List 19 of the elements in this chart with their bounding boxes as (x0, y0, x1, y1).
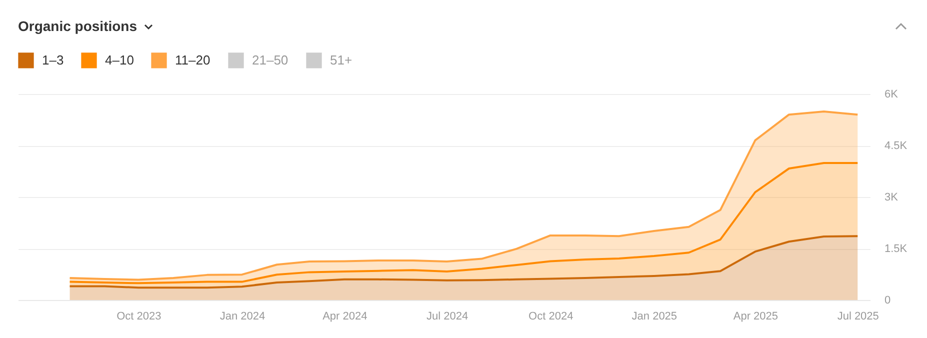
x-tick-label: Oct 2024 (528, 310, 574, 322)
y-tick-label: 6K (884, 88, 899, 100)
y-tick-label: 1.5K (884, 243, 908, 255)
chart-title: Organic positions (18, 18, 138, 34)
legend-label: 11–20 (175, 52, 210, 68)
y-tick-label: 3K (884, 192, 899, 204)
x-tick-label: Jan 2025 (632, 310, 678, 322)
legend-label: 21–50 (252, 52, 288, 68)
x-tick-label: Oct 2023 (116, 310, 162, 322)
x-tick-label: Jan 2024 (220, 310, 266, 322)
x-tick-label: Apr 2024 (322, 310, 368, 322)
x-tick-label: Jul 2025 (837, 310, 879, 322)
legend-label: 4–10 (105, 52, 134, 68)
y-tick-label: 4.5K (884, 140, 908, 152)
legend-label: 51+ (330, 52, 352, 68)
x-tick-label: Apr 2025 (733, 310, 778, 322)
y-tick-label: 0 (884, 294, 891, 306)
legend-label: 1–3 (42, 52, 64, 68)
x-tick-label: Jul 2024 (426, 310, 468, 322)
